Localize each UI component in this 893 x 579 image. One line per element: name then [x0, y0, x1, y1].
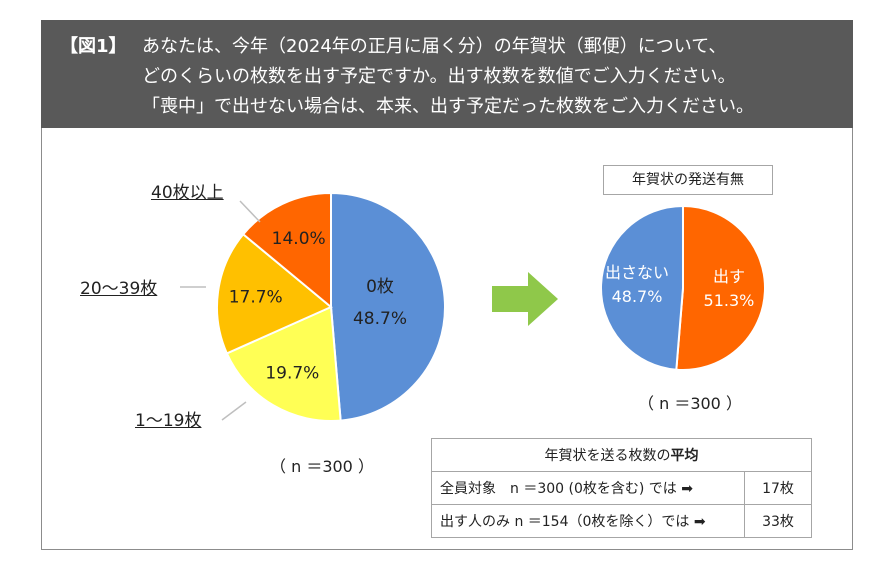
pie-slice	[675, 204, 766, 371]
question-header: 【図1】 あなたは、今年（2024年の正月に届く分）の年賀状（郵便）について、 …	[41, 20, 853, 128]
average-table: 年賀状を送る枚数の平均 全員対象 n ＝300 (0枚を含む) では ➡ 17枚…	[431, 438, 812, 538]
pie-chart-count-labels: 0枚 48.7% 19.7% 17.7% 14.0%	[229, 229, 407, 383]
pie-chart-send	[600, 204, 766, 371]
question-line-2: どのくらいの枚数を出す予定ですか。出す枚数を数値でご入力ください。	[142, 66, 736, 87]
slice-value-label: 48.7%	[353, 309, 407, 329]
average-title-prefix: 年賀状を送る枚数の	[544, 448, 671, 464]
row-label-senders: 出す人のみ n ＝154（0枚を除く）では ➡	[431, 504, 745, 538]
slice-category-label: 出さない	[605, 263, 669, 282]
pie-slice	[216, 232, 333, 355]
slice-value-label: 17.7%	[229, 288, 283, 308]
slice-value-label: 48.7%	[612, 287, 663, 306]
right-arrow-icon	[492, 272, 558, 326]
table-row: 出す人のみ n ＝154（0枚を除く）では ➡ 33枚	[431, 504, 812, 538]
callout-20-39: 20〜39枚	[80, 279, 158, 299]
pie-slice	[241, 191, 332, 310]
leader-line-40	[239, 200, 261, 223]
pie-slice	[330, 191, 446, 422]
table-row: 全員対象 n ＝300 (0枚を含む) では ➡ 17枚	[431, 471, 812, 505]
pie-slice	[600, 204, 684, 371]
slice-category-label: 0枚	[366, 277, 394, 297]
pie-chart-send-labels: 出す 51.3% 出さない 48.7%	[605, 263, 754, 310]
send-chart-title: 年賀状の発送有無	[603, 165, 773, 195]
callout-1-19: 1〜19枚	[135, 411, 202, 431]
row-label-all: 全員対象 n ＝300 (0枚を含む) では ➡	[431, 471, 745, 505]
row-value-all: 17枚	[744, 471, 812, 505]
question-line-1: あなたは、今年（2024年の正月に届く分）の年賀状（郵便）について、	[142, 36, 727, 57]
leader-line-1-19	[221, 401, 247, 421]
question-line-3: 「喪中」で出せない場合は、本来、出す予定だった枚数をご入力ください。	[142, 96, 754, 117]
pie-chart-count	[216, 191, 446, 422]
slice-value-label: 51.3%	[704, 291, 755, 310]
callout-40-plus: 40枚以上	[151, 183, 224, 203]
sample-size-left: （ n ＝300 ）	[270, 457, 374, 476]
slice-value-label: 19.7%	[265, 363, 319, 383]
sample-size-right: （ n ＝300 ）	[638, 394, 742, 413]
figure-tag: 【図1】	[60, 36, 127, 57]
row-value-senders: 33枚	[744, 504, 812, 538]
pie-slice	[225, 305, 342, 422]
average-table-title: 年賀状を送る枚数の平均	[431, 438, 812, 472]
slice-category-label: 出す	[713, 267, 745, 286]
average-title-bold: 平均	[670, 448, 699, 464]
callout-leader-lines	[180, 200, 261, 421]
slice-value-label: 14.0%	[272, 229, 326, 249]
